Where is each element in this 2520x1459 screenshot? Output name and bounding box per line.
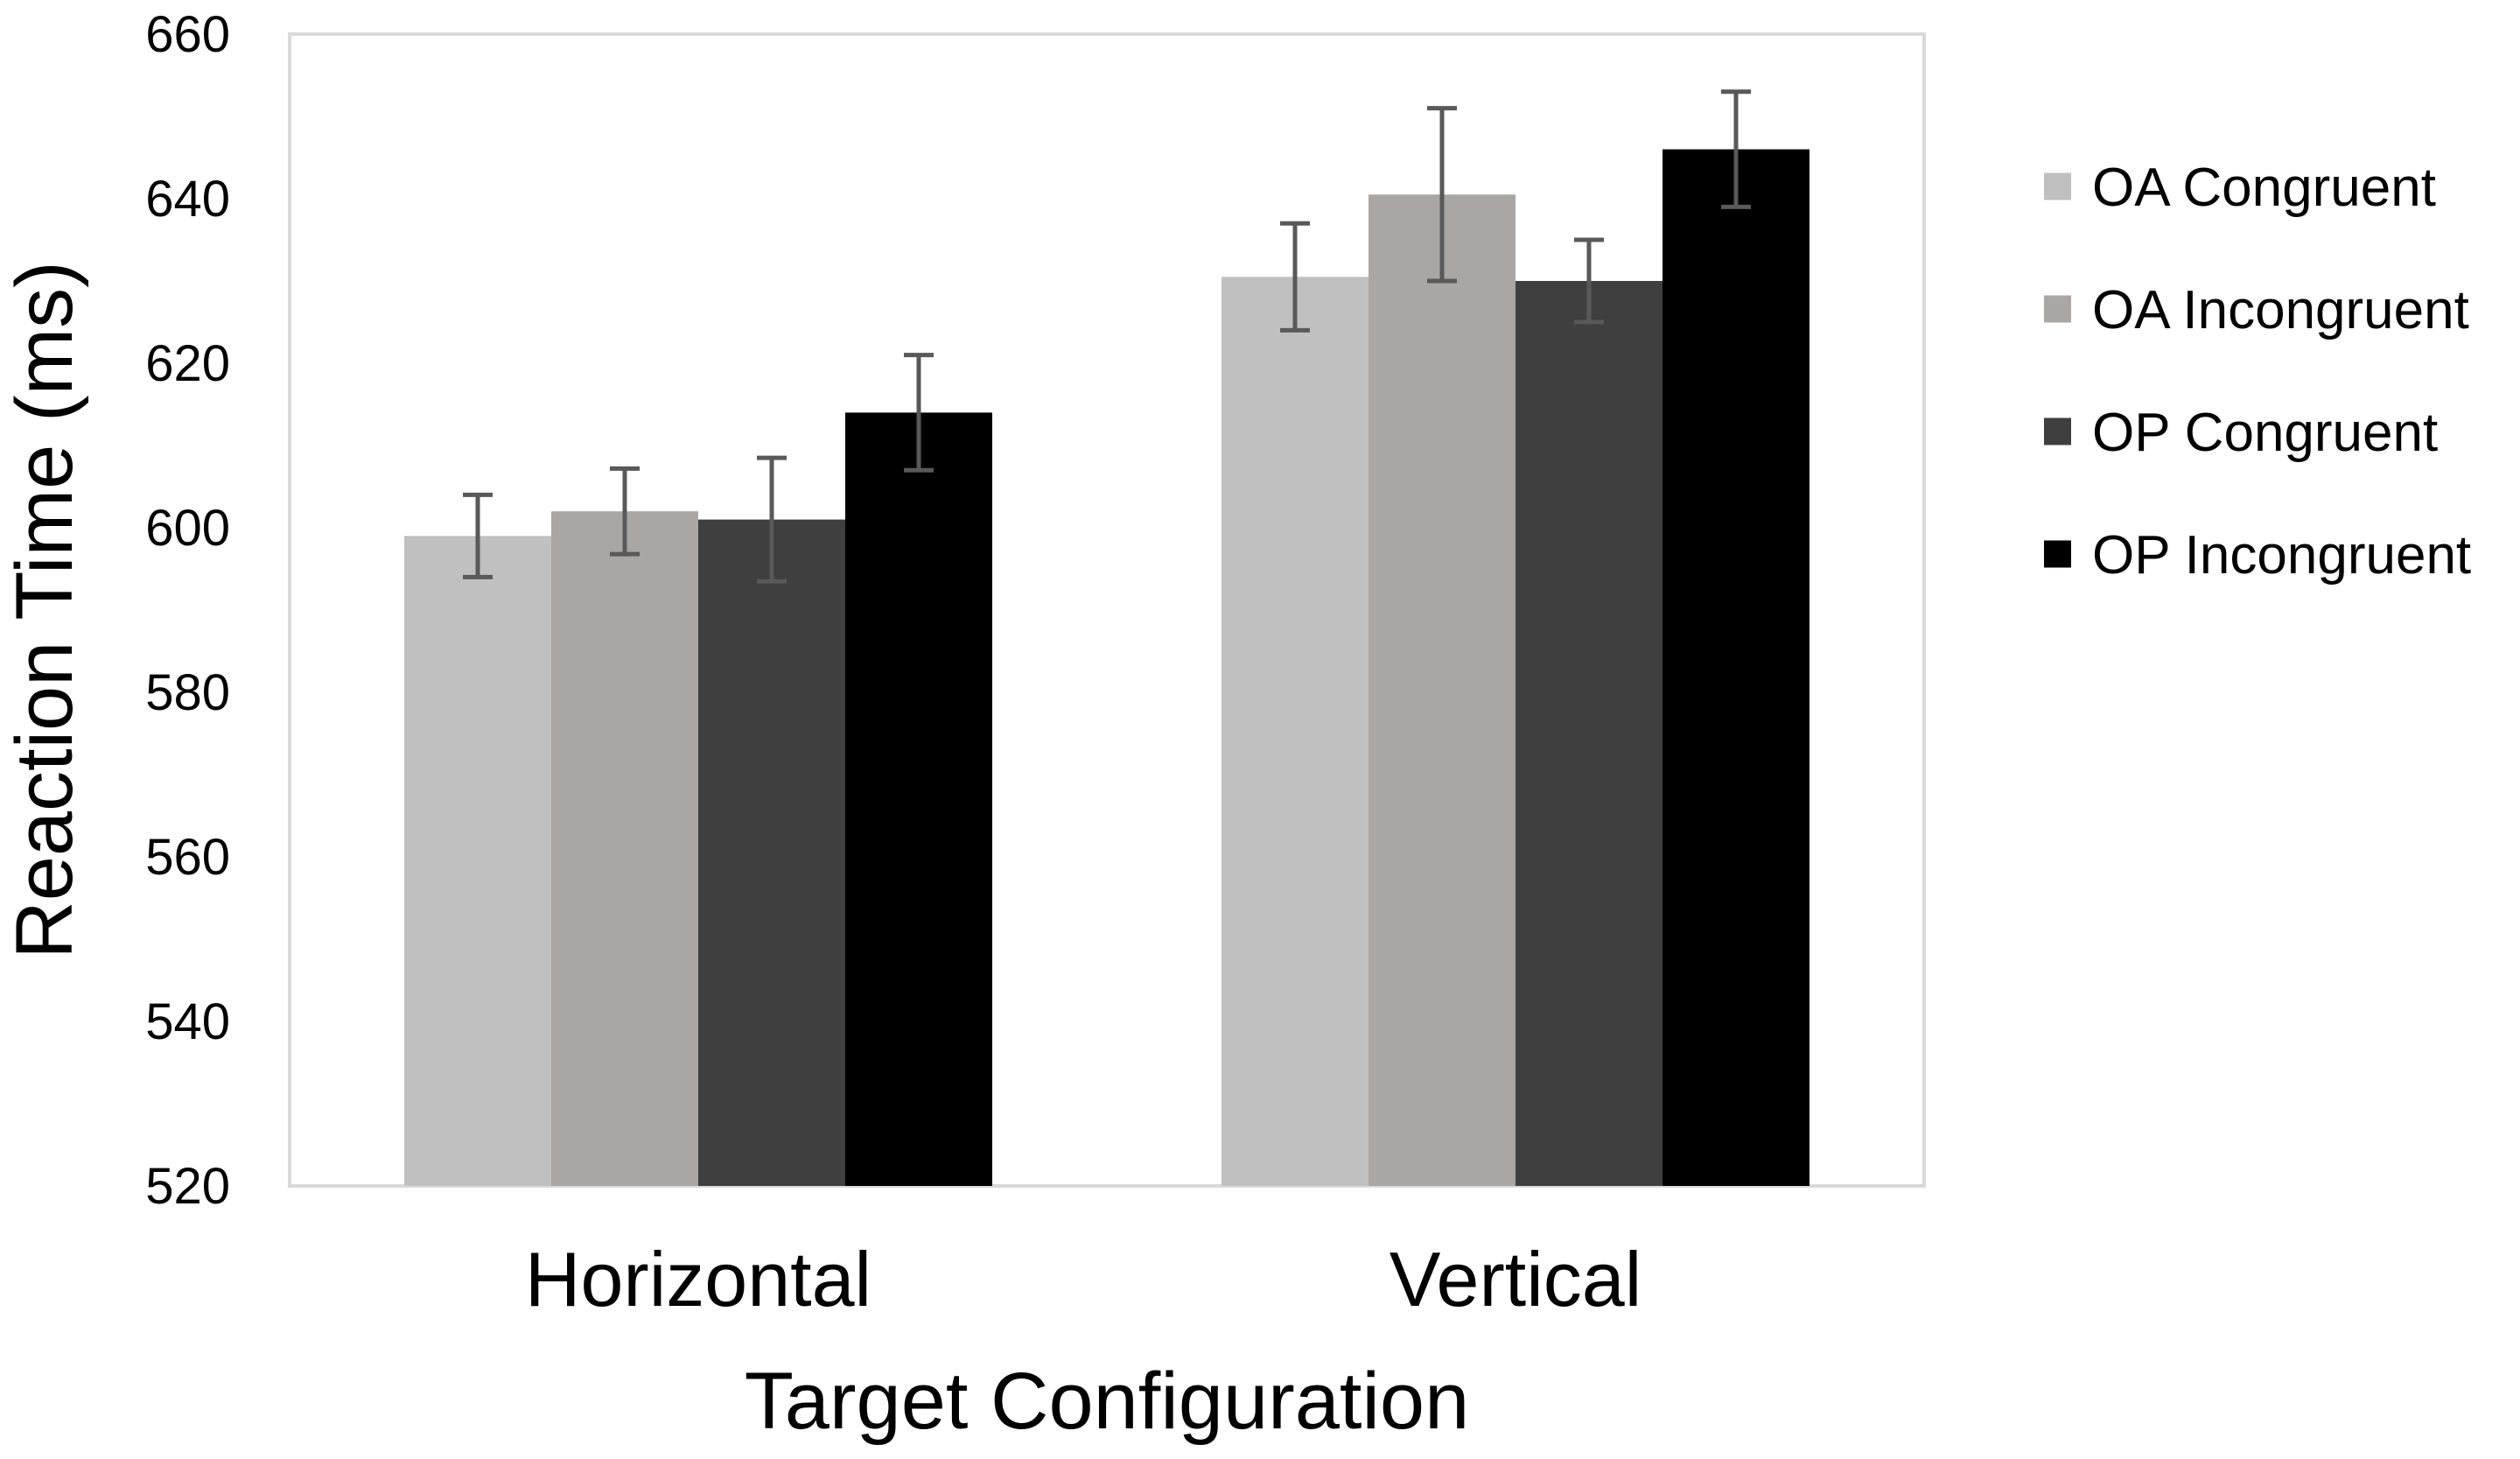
legend: OA Congruent OA Incongruent OP Congruent OP…	[2044, 158, 2471, 586]
x-axis-ticks: Horizontal Vertical	[525, 1236, 1642, 1322]
y-tick-label: 560	[145, 829, 230, 886]
legend-swatch	[2044, 172, 2071, 200]
bars	[404, 149, 1810, 1187]
legend-item: OA Congruent	[2044, 158, 2436, 218]
x-axis-title: Target Configuration	[745, 1357, 1470, 1446]
legend-item: OP Incongruent	[2044, 525, 2471, 586]
error-bar	[904, 353, 934, 473]
error-bar	[1280, 221, 1310, 333]
y-tick-label: 600	[145, 500, 230, 557]
y-tick-label: 540	[145, 993, 230, 1050]
bar-vertical-oa-congruent	[1222, 277, 1368, 1186]
legend-label: OP Congruent	[2092, 403, 2438, 463]
legend-item: OP Congruent	[2044, 403, 2438, 463]
y-tick-label: 640	[145, 171, 230, 228]
x-tick-label: Horizontal	[525, 1236, 872, 1322]
error-bar	[1721, 89, 1751, 209]
y-tick-label: 580	[145, 664, 230, 721]
bar-vertical-op-congruent	[1516, 281, 1662, 1186]
bar-vertical-oa-incongruent	[1368, 194, 1516, 1186]
bar-horizontal-op-incongruent	[845, 412, 992, 1186]
bar-horizontal-oa-congruent	[404, 536, 551, 1186]
bar-vertical-op-incongruent	[1662, 149, 1810, 1187]
y-tick-label: 520	[145, 1158, 230, 1215]
error-bar	[1427, 106, 1457, 284]
legend-item: OA Incongruent	[2044, 280, 2469, 340]
bar-horizontal-oa-incongruent	[551, 511, 698, 1186]
legend-swatch	[2044, 540, 2071, 568]
legend-swatch	[2044, 417, 2071, 445]
error-bar	[610, 466, 640, 557]
plot-area-border	[288, 32, 1926, 1188]
legend-label: OA Congruent	[2092, 158, 2436, 218]
y-axis-title: Reaction Time (ms)	[0, 261, 89, 959]
x-tick-label: Vertical	[1390, 1236, 1642, 1322]
legend-label: OA Incongruent	[2092, 280, 2469, 340]
legend-swatch	[2044, 295, 2071, 323]
y-tick-label: 620	[145, 335, 230, 392]
error-bar	[1574, 237, 1604, 325]
error-bar	[463, 492, 493, 579]
bar-horizontal-op-congruent	[698, 519, 845, 1186]
y-tick-label: 660	[145, 6, 230, 63]
error-bars	[463, 89, 1751, 584]
legend-label: OP Incongruent	[2092, 525, 2471, 586]
error-bar	[757, 455, 787, 584]
y-axis-ticks: 520 540 560 580 600 620 640 660	[145, 6, 230, 1215]
